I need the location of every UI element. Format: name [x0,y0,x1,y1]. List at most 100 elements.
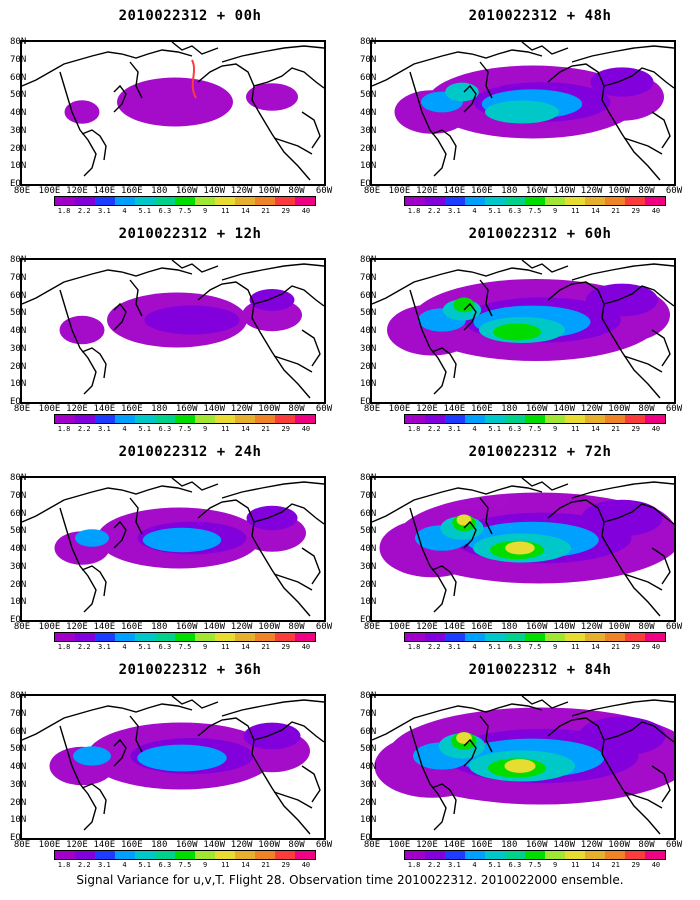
lon-tick-label: 80W [288,404,305,414]
colorbar-swatch [155,197,175,205]
lat-tick-label: 40N [10,762,27,772]
lat-tick-label: 70N [360,490,377,501]
lon-tick-label: 140E [93,404,116,414]
colorbar-level-label: 11 [221,643,230,651]
lat-tick-label: 50N [10,526,27,537]
lon-axis: 80E 100E 120E 140E 160E 180 160W 140W 120W 100W 80… [364,622,700,634]
colorbar-level-label: 29 [281,207,290,215]
lon-tick-label: 160E [120,840,143,850]
lat-tick-label: 10N [10,379,27,390]
colorbar-swatch [425,851,445,859]
lon-tick-label: 140W [203,404,226,414]
lat-tick-label: 40N [10,108,27,118]
lon-axis: 80E 100E 120E 140E 160E 180 160W 140W 120W 100W 80… [364,840,700,852]
colorbar-swatch [195,851,215,859]
colorbar-level-label: 29 [631,861,640,869]
colorbar-level-label: 1.8 [407,643,421,651]
colorbar-level-label: 7.5 [528,861,542,869]
colorbar-swatch [115,197,135,205]
colorbar-level-label: 5.1 [138,425,152,433]
colorbar [404,414,666,424]
colorbar-level-label: 4 [472,207,477,215]
lat-tick-label: 20N [360,361,377,372]
lon-tick-label: 120W [580,840,603,850]
lon-tick-label: 140E [443,404,466,414]
colorbar-swatch [275,633,295,641]
lat-tick-label: 20N [360,579,377,590]
colorbar-swatch [465,197,485,205]
lat-tick-label: 40N [360,544,377,554]
lon-tick-label: 140E [443,840,466,850]
colorbar-swatch [215,197,235,205]
panel-title: 2010022312 + 00h [118,8,262,24]
colorbar-level-label: 11 [571,425,580,433]
colorbar-swatch [75,851,95,859]
colorbar-swatch [645,851,665,859]
lon-tick-label: 80E [13,840,31,850]
lon-axis: 80E 100E 120E 140E 160E 180 160W 140W 120W 100W 80… [364,186,700,198]
colorbar-level-label: 9 [553,425,558,433]
lon-tick-label: 100W [608,622,630,632]
colorbar-level-label: 21 [611,425,620,433]
lat-tick-label: 70N [360,708,377,719]
colorbar-level-label: 14 [241,425,250,433]
lat-tick-label: 50N [360,744,377,755]
colorbar-swatch [485,633,505,641]
lat-tick-label: 30N [360,779,377,790]
lon-tick-label: 80W [288,186,305,196]
lat-tick-label: 30N [360,343,377,354]
lat-tick-label: EQ [10,179,21,189]
colorbar-level-label: 14 [241,207,250,215]
lat-tick-label: 70N [10,54,27,65]
colorbar-swatch [545,415,565,423]
colorbar-level-label: 2.2 [427,643,441,651]
colorbar-swatch [625,851,645,859]
colorbar-level-label: 21 [611,207,620,215]
colorbar-level-label: 9 [553,207,558,215]
lon-tick-label: 60W [315,622,333,632]
lon-tick-label: 140E [443,622,466,632]
colorbar-swatch [425,633,445,641]
lat-tick-label: 70N [360,54,377,65]
colorbar-swatch [175,851,195,859]
lon-tick-label: 80E [363,622,381,632]
lat-tick-label: 60N [10,290,27,301]
lat-tick-label: 60N [10,726,27,737]
colorbar-level-label: 1.8 [407,207,421,215]
colorbar-level-label: 3.1 [98,643,111,651]
colorbar-level-label: 40 [651,861,661,869]
colorbar-level-label: 6.3 [158,861,172,869]
colorbar-swatch [255,851,275,859]
lon-tick-label: 160E [470,622,493,632]
colorbar-labels: 1.8 2.2 3.1 4 5.1 6.3 7.5 9 11 14 21 29 40 [404,207,674,216]
colorbar-level-label: 3.1 [448,861,461,869]
lon-tick-label: 160E [470,404,493,414]
colorbar-level-label: 1.8 [57,425,71,433]
lon-tick-label: 100W [608,404,630,414]
colorbar-level-label: 21 [261,425,270,433]
lat-tick-label: 40N [360,108,377,118]
colorbar-level-label: 4 [122,643,127,651]
colorbar-swatch [445,415,465,423]
lon-tick-label: 100W [258,186,280,196]
lat-tick-label: 80N [10,255,27,265]
lon-tick-label: 180 [501,186,518,196]
lat-tick-label: EQ [10,615,21,625]
lat-tick-label: EQ [360,615,371,625]
colorbar-swatch [175,197,195,205]
colorbar-level-label: 5.1 [488,207,502,215]
colorbar-swatch [405,415,425,423]
colorbar-swatch [275,851,295,859]
lat-tick-label: 30N [360,125,377,136]
colorbar-level-label: 7.5 [178,861,192,869]
lat-tick-label: 30N [360,561,377,572]
colorbar-swatch [645,633,665,641]
colorbar-swatch [55,197,75,205]
lon-tick-label: 80E [13,404,31,414]
map-panel: 2010022312 + 84h 80N 70N 60N 50N 40N 30N 20N 10N… [360,654,700,872]
colorbar-swatch [215,851,235,859]
colorbar-swatch [605,197,625,205]
colorbar-level-label: 3.1 [448,643,461,651]
colorbar-swatch [585,415,605,423]
lon-tick-label: 120W [580,186,603,196]
